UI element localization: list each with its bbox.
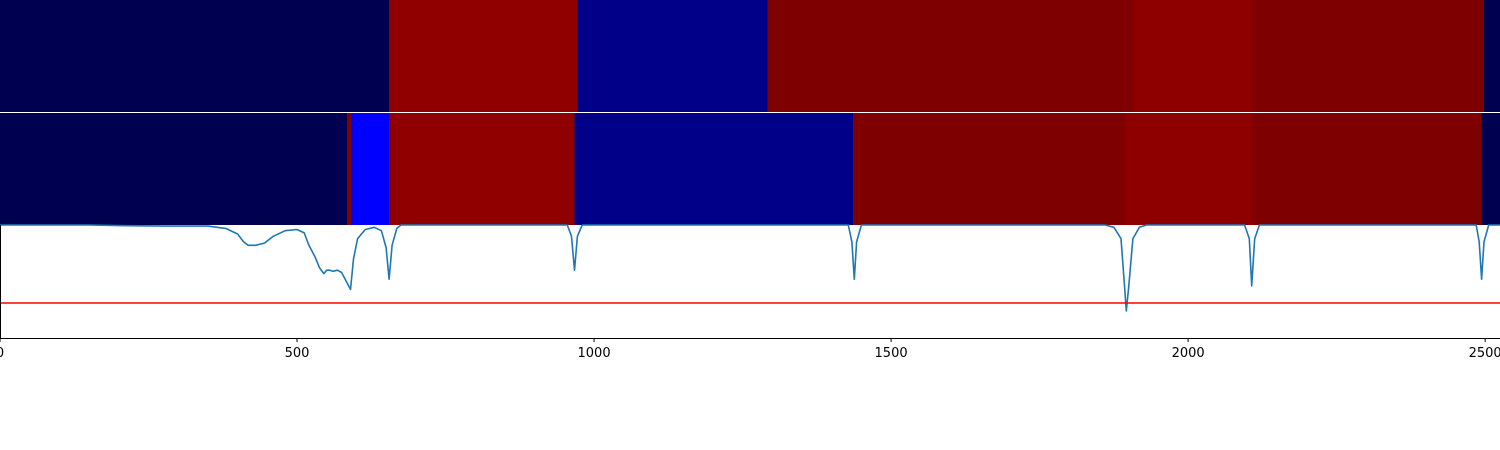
heatmap-cell — [574, 113, 854, 225]
heatmap-cell — [346, 113, 352, 225]
heatmap-cell — [853, 113, 1126, 225]
heatmap-cell — [767, 0, 1134, 112]
heatmap-cell — [389, 113, 575, 225]
line-plot-panel — [0, 224, 1500, 339]
heatmap-cell — [1125, 113, 1253, 225]
heatmap-cell — [389, 0, 578, 112]
x-tick-label: 2500 — [1469, 346, 1500, 361]
heatmap-cell — [0, 113, 347, 225]
heatmap-cell — [1483, 0, 1500, 112]
heatmap-cell — [351, 113, 390, 225]
heatmap-cell — [0, 0, 390, 112]
x-tick-label: 500 — [285, 346, 310, 361]
x-tick-label: 0 — [0, 346, 4, 361]
plot-area — [0, 225, 1500, 338]
x-tick-label: 1000 — [578, 346, 611, 361]
heatmap-cell — [1481, 113, 1500, 225]
series-line — [0, 224, 1500, 312]
heatmap-cell — [577, 0, 768, 112]
x-axis: 0 500 1000 1500 2000 2500 — [0, 338, 1500, 361]
heatmap-cell — [1252, 113, 1482, 225]
heatmap-cell — [1133, 0, 1253, 112]
x-tick-label: 1500 — [875, 346, 908, 361]
heatmap-top-row — [0, 0, 1500, 112]
heatmap-cell — [1252, 0, 1484, 112]
heatmap-bottom-row — [0, 113, 1500, 225]
x-tick-label: 2000 — [1172, 346, 1205, 361]
